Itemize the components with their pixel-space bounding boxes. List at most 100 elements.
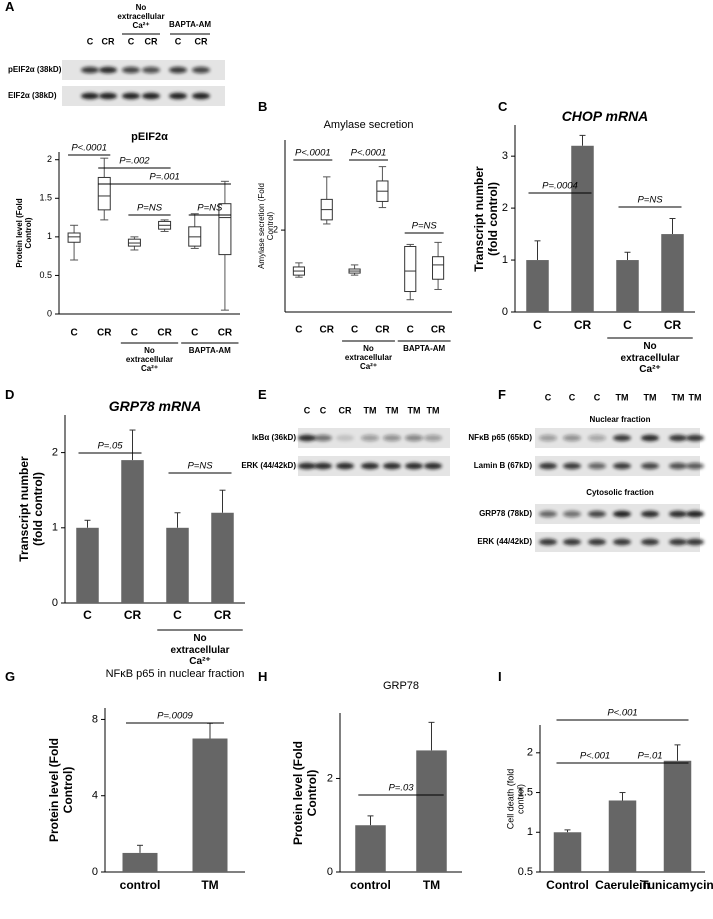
chart-title: CHOP mRNA bbox=[561, 108, 649, 124]
bar bbox=[121, 460, 144, 603]
y-axis-label: Protein level (Fold Control) bbox=[14, 198, 33, 268]
x-tick-label: TM bbox=[201, 878, 218, 892]
y-axis-label: Protein level (Fold Control) bbox=[47, 738, 75, 843]
panel-label: A bbox=[5, 0, 15, 14]
blot-band bbox=[539, 538, 557, 546]
x-tick-label: CR bbox=[574, 318, 592, 332]
blot-band bbox=[563, 510, 581, 518]
y-tick-label: 1.5 bbox=[518, 786, 533, 798]
blot-section-title: Cytosolic fraction bbox=[586, 488, 654, 497]
group-label: No extracellular Ca²⁺ bbox=[125, 346, 174, 374]
bar bbox=[663, 760, 692, 872]
box bbox=[432, 256, 445, 280]
blot-band bbox=[539, 434, 557, 442]
blot-band bbox=[405, 462, 423, 470]
significance-label: P<.001 bbox=[607, 708, 637, 719]
significance-label: P=.001 bbox=[149, 172, 179, 183]
y-axis-label: Amylase secretion (Fold Control) bbox=[256, 183, 275, 269]
significance-label: P=.05 bbox=[97, 441, 123, 452]
blot-band bbox=[613, 510, 631, 518]
group-label: BAPTA-AM bbox=[403, 344, 446, 353]
bar bbox=[416, 750, 447, 872]
blot-band bbox=[383, 434, 401, 442]
x-tick-label: C bbox=[533, 318, 542, 332]
blot-band bbox=[298, 462, 316, 470]
panel-label: B bbox=[258, 99, 268, 114]
y-tick-label: 2 bbox=[527, 747, 533, 759]
y-tick-label: 8 bbox=[92, 713, 98, 725]
x-tick-label: C bbox=[295, 325, 302, 336]
group-label: No extracellular Ca²⁺ bbox=[170, 633, 230, 667]
lane-label: C bbox=[304, 405, 311, 415]
panel-label: H bbox=[258, 669, 268, 684]
lane-label: TM bbox=[644, 392, 657, 402]
lane-label: TM bbox=[672, 392, 685, 402]
x-tick-label: CR bbox=[124, 608, 142, 622]
blot-band bbox=[641, 538, 659, 546]
panel-label: I bbox=[498, 669, 502, 684]
y-tick-label: 2 bbox=[273, 224, 278, 234]
significance-label: P=.002 bbox=[119, 156, 150, 167]
blot-band bbox=[142, 92, 160, 100]
chart-title: Amylase secretion bbox=[323, 119, 414, 131]
x-tick-label: CR bbox=[214, 608, 232, 622]
bar bbox=[122, 852, 158, 872]
panel-label: C bbox=[498, 99, 508, 114]
blot-band bbox=[142, 66, 160, 74]
blot-row-label: GRP78 (78kD) bbox=[479, 509, 532, 518]
x-tick-label: CR bbox=[157, 328, 172, 339]
box bbox=[218, 203, 232, 256]
chart-title: GRP78 bbox=[382, 680, 420, 692]
blot-band bbox=[122, 66, 140, 74]
blot-band bbox=[563, 538, 581, 546]
chart-title: pEIF2α bbox=[131, 131, 168, 143]
y-tick-label: 0.5 bbox=[39, 270, 52, 280]
x-tick-label: C bbox=[623, 318, 632, 332]
lane-label: TM bbox=[427, 405, 440, 415]
y-tick-label: 2 bbox=[52, 447, 58, 459]
x-tick-label: CR bbox=[97, 328, 112, 339]
y-tick-label: 0 bbox=[502, 306, 508, 318]
blot-band bbox=[686, 462, 704, 470]
significance-label: P=NS bbox=[137, 203, 163, 214]
bar bbox=[616, 260, 639, 312]
lane-label: C bbox=[569, 392, 576, 402]
y-tick-label: 1 bbox=[52, 522, 58, 534]
x-tick-label: Control bbox=[546, 878, 589, 892]
bar bbox=[661, 234, 684, 312]
group-label: No extracellular Ca²⁺ bbox=[344, 344, 393, 372]
x-tick-label: C bbox=[173, 608, 182, 622]
blot-row-label: NFκB p65 (65kD) bbox=[468, 433, 532, 442]
lane-label: C bbox=[594, 392, 601, 402]
y-axis-label: Transcript number (fold control) bbox=[17, 456, 45, 562]
blot-band bbox=[424, 462, 442, 470]
blot-band bbox=[192, 92, 210, 100]
x-tick-label: C bbox=[83, 608, 92, 622]
blot-band bbox=[641, 434, 659, 442]
blot-row-label: ERK (44/42kD) bbox=[477, 537, 532, 546]
x-tick-label: CR bbox=[431, 325, 446, 336]
bar bbox=[76, 527, 99, 603]
lane-label: CR bbox=[195, 36, 208, 46]
box bbox=[97, 176, 111, 211]
x-tick-label: control bbox=[350, 878, 391, 892]
panel-label: D bbox=[5, 387, 15, 402]
significance-label: P=.01 bbox=[637, 751, 662, 762]
lane-label: CR bbox=[145, 36, 158, 46]
significance-label: P<.0001 bbox=[295, 148, 331, 159]
lane-label: TM bbox=[689, 392, 702, 402]
blot-band bbox=[641, 510, 659, 518]
blot-band bbox=[539, 510, 557, 518]
x-tick-label: CR bbox=[664, 318, 682, 332]
lane-label: C bbox=[128, 36, 135, 46]
bar bbox=[553, 832, 582, 872]
y-tick-label: 1 bbox=[527, 826, 533, 838]
lane-label: TM bbox=[616, 392, 629, 402]
blot-band bbox=[169, 92, 187, 100]
bar bbox=[166, 527, 189, 603]
panel-label: F bbox=[498, 387, 506, 402]
lane-label: C bbox=[545, 392, 552, 402]
blot-band bbox=[361, 434, 379, 442]
lane-label: TM bbox=[386, 405, 399, 415]
